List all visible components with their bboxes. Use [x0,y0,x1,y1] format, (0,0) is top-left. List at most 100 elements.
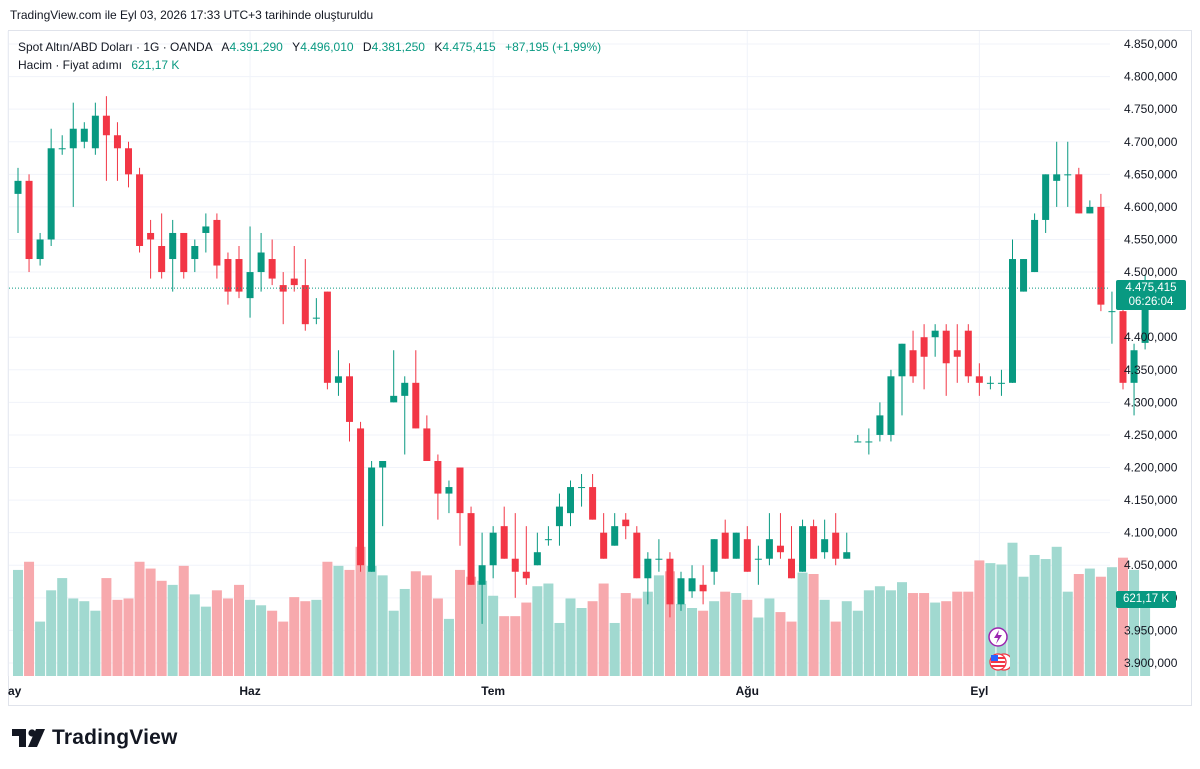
candle-body [732,532,740,559]
volume-bar [167,584,178,676]
volume-bar [101,578,112,676]
candle-body [622,519,630,527]
volume-bar [941,601,952,676]
candle-body [58,148,66,150]
price-tick-label: 4.350,000 [1124,363,1178,377]
time-tick-label: Tem [481,684,505,698]
candle-body [743,539,751,572]
volume-bar [731,593,742,676]
candle-body [301,285,309,325]
low-value: 4.381,250 [371,40,425,54]
volume-bar [974,560,985,676]
lightning-icon[interactable] [988,627,1008,647]
candle-body [765,539,773,559]
high-value: 4.496,010 [300,40,354,54]
volume-bar [234,584,244,676]
candle-body [721,532,729,559]
volume-bar [79,601,90,676]
candle-body [578,487,586,489]
brand-logo[interactable]: TradingView [12,726,178,750]
candle-body [346,376,353,422]
candle-body [1009,259,1016,383]
volume-bar [1106,567,1117,676]
volume-tag: 621,17 K [1116,591,1176,608]
volume-bar [333,565,344,676]
volume-bar [311,599,322,676]
volume-bar [211,590,222,676]
creation-note: TradingView.com ile Eyl 03, 2026 17:33 U… [10,8,374,22]
candle-body [1053,174,1061,181]
volume-bar [532,586,543,676]
volume-bar [819,599,830,676]
price-tick-label: 3.900,000 [1124,656,1178,670]
volume-bar [145,568,156,676]
price-tick-label: 4.150,000 [1124,493,1178,507]
candle-body [478,565,486,585]
volume-bar [720,591,731,676]
price-tick-label: 4.550,000 [1124,232,1178,246]
price-tick-label: 4.700,000 [1124,135,1178,149]
price-tick-label: 4.800,000 [1124,70,1178,84]
candle-body [699,584,707,592]
candle-body [909,350,917,377]
volume-bar [698,610,709,676]
volume-bar [863,590,874,676]
candle-body [467,513,475,585]
volume-bar [222,598,233,676]
candle-body [810,526,818,559]
candle-body [14,180,22,194]
volume-bar [653,575,664,676]
price-tick-label: 4.300,000 [1124,395,1178,409]
candle-body [644,558,652,579]
volume-bar [642,591,653,676]
candle-body [997,382,1005,384]
event-icons[interactable] [986,626,1010,676]
us-flag-icon[interactable] [989,653,1010,671]
candle-body [357,428,365,566]
candle-body [511,558,519,572]
time-tick-label: Haz [239,684,260,698]
volume-bar [189,594,200,676]
volume-bar [366,565,377,676]
volume-bar [477,580,488,676]
candle-body [69,128,77,149]
volume-bar [521,602,532,676]
volume-bar [388,610,399,676]
candle-body [931,330,939,338]
candle-body [666,558,674,605]
candle-body [279,285,287,292]
candle-body [323,291,331,383]
price-tick-label: 3.950,000 [1124,623,1178,637]
candle-body [235,259,243,292]
volume-bar [112,599,123,676]
volume-bar [620,593,631,676]
candle-body [91,115,99,149]
symbol-label[interactable]: Spot Altın/ABD Doları · 1G · OANDA [18,40,213,54]
candle-body [102,115,110,136]
candle-body [1108,311,1116,313]
volume-bar [289,597,300,676]
candle-body [887,376,895,435]
candle-body [445,487,453,494]
candle-body [36,239,44,260]
candle-body [1141,288,1149,343]
candle-body [158,246,166,273]
volume-bar [322,561,333,676]
volume-bar [278,621,289,676]
candle-body [776,545,784,553]
high-label: Y [292,40,301,54]
volume-bar [841,601,852,676]
candle-body [202,226,210,233]
volume-bar [764,598,775,676]
volume-bar [753,617,764,676]
time-tick-label: ay [8,684,22,698]
candle-body [710,539,718,572]
volume-bar [664,571,675,676]
volume-label[interactable]: Hacim · Fiyat adımı [18,58,123,72]
last-price-value: 4.475,415 [1125,282,1177,295]
volume-value: 621,17 K [131,58,180,72]
price-tick-label: 4.750,000 [1124,102,1178,116]
volume-bar [432,598,443,676]
candle-body [47,148,55,240]
